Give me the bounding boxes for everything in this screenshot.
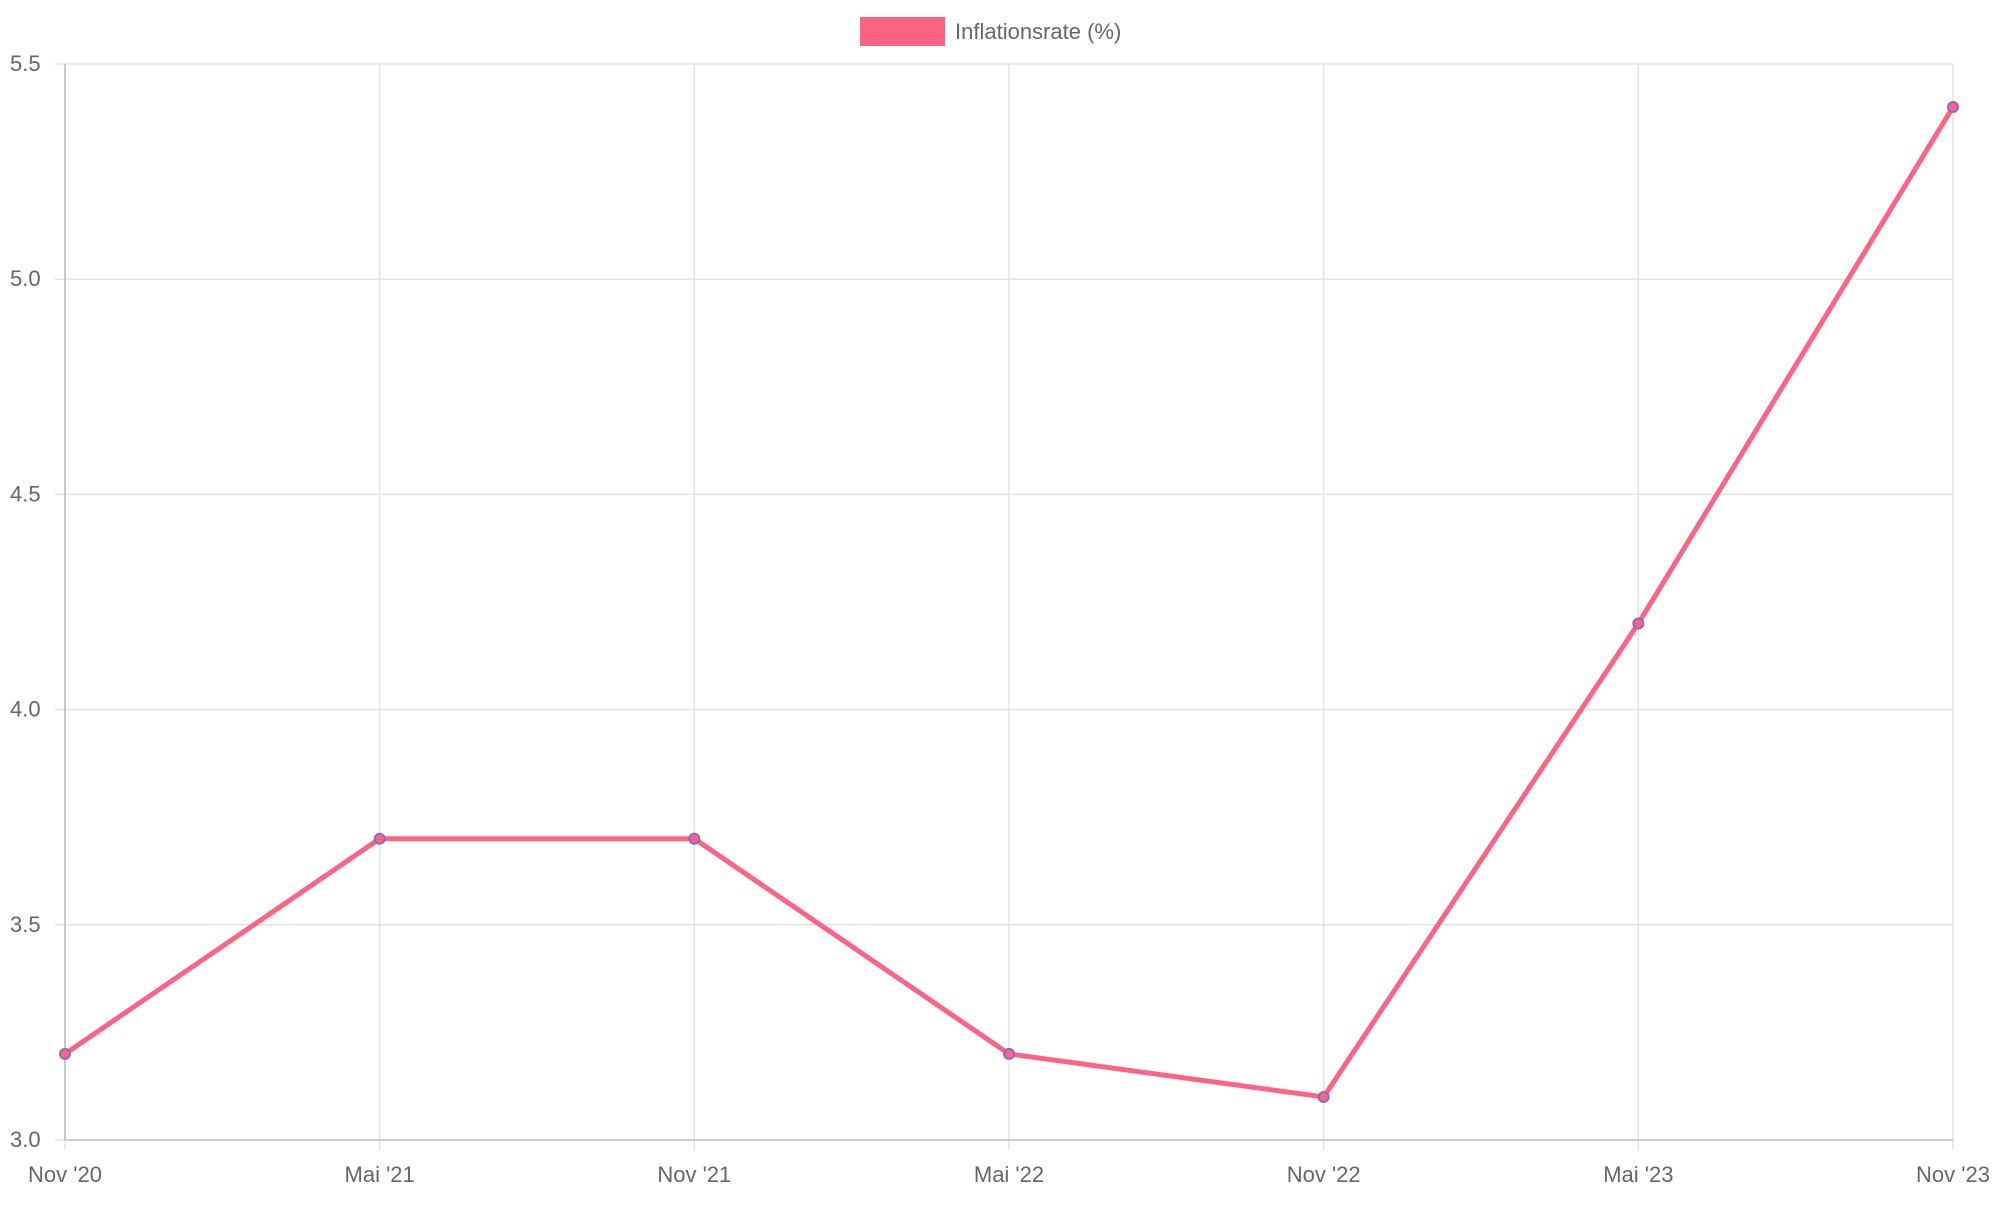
x-tick-label: Nov '22 [1287,1162,1361,1187]
data-point[interactable] [688,832,701,845]
x-tick-label: Mai '21 [345,1162,415,1187]
series-layer [59,101,1959,1103]
legend[interactable]: Inflationsrate (%) [860,17,1121,46]
axis-layer: 3.0 3.5 4.0 4.5 5.0 5.5 Nov '20 Mai '21 Nov '21 M… [10,51,1990,1187]
y-tick-label: 5.0 [10,266,41,291]
x-tick-label: Mai '23 [1603,1162,1673,1187]
x-tick-label: Nov '21 [657,1162,731,1187]
y-tick-label: 3.0 [10,1127,41,1152]
y-tick-label: 3.5 [10,912,41,937]
x-tick-label: Nov '23 [1916,1162,1990,1187]
data-point[interactable] [1003,1047,1015,1060]
data-point[interactable] [1947,101,1959,114]
data-point[interactable] [373,832,386,845]
x-tick-label: Nov '20 [28,1162,102,1187]
data-point[interactable] [59,1047,71,1060]
legend-swatch[interactable] [860,17,945,46]
y-tick-label: 5.5 [10,51,41,76]
y-tick-label: 4.0 [10,697,41,722]
y-tick-label: 4.5 [10,481,41,506]
legend-label[interactable]: Inflationsrate (%) [955,19,1121,44]
grid-layer [64,63,1954,1150]
x-tick-label: Mai '22 [974,1162,1044,1187]
data-point[interactable] [1317,1090,1330,1103]
data-point[interactable] [1632,617,1645,630]
